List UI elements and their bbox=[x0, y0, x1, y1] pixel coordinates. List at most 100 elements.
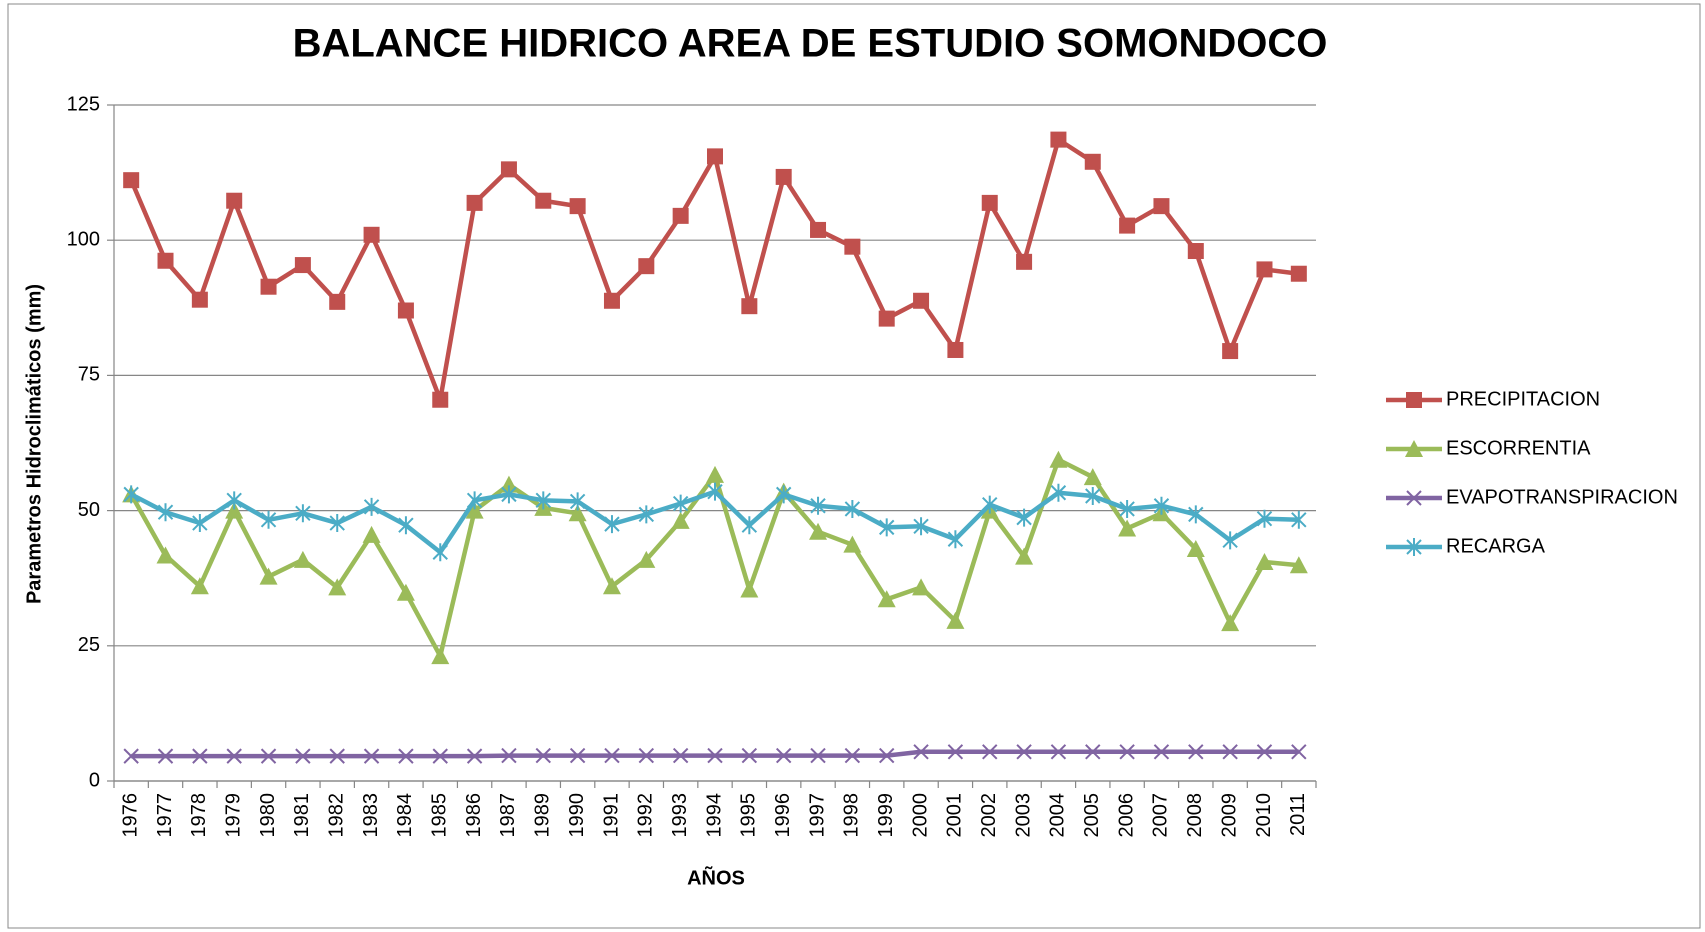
x-tick-label: 1986 bbox=[463, 793, 485, 838]
data-point bbox=[947, 744, 964, 760]
data-point bbox=[1153, 496, 1170, 515]
data-point bbox=[1050, 483, 1067, 502]
data-point bbox=[1255, 552, 1274, 570]
x-tick-label: 1981 bbox=[291, 793, 313, 838]
data-point bbox=[157, 748, 174, 764]
data-point bbox=[157, 252, 174, 269]
x-tick-label: 1991 bbox=[600, 793, 622, 838]
data-point bbox=[432, 543, 448, 562]
data-point bbox=[1050, 131, 1067, 148]
data-point bbox=[363, 748, 380, 764]
data-point bbox=[190, 577, 209, 595]
legend-marker bbox=[1405, 440, 1423, 457]
x-axis-label: AÑOS bbox=[687, 866, 745, 889]
data-point bbox=[775, 485, 792, 504]
data-point bbox=[329, 748, 345, 764]
data-point bbox=[843, 535, 862, 553]
x-tick-label: 1978 bbox=[188, 793, 210, 838]
data-point bbox=[1256, 744, 1273, 760]
x-tick-label: 1997 bbox=[806, 793, 828, 838]
data-point bbox=[982, 744, 998, 760]
data-point bbox=[672, 747, 689, 764]
data-point bbox=[1153, 198, 1170, 215]
x-tick-label: 1976 bbox=[119, 793, 141, 838]
data-point bbox=[397, 302, 414, 319]
data-point bbox=[1222, 744, 1238, 760]
data-point bbox=[913, 744, 929, 760]
data-point bbox=[810, 496, 826, 515]
data-point bbox=[535, 491, 551, 510]
data-point bbox=[398, 516, 414, 535]
data-point bbox=[810, 221, 827, 238]
x-tick-label: 1996 bbox=[772, 793, 794, 838]
chart-title: BALANCE HIDRICO AREA DE ESTUDIO SOMONDOC… bbox=[293, 22, 1328, 66]
data-point bbox=[1188, 744, 1204, 760]
data-point bbox=[465, 501, 484, 519]
data-point bbox=[1119, 744, 1135, 760]
data-point bbox=[1222, 531, 1238, 550]
data-point bbox=[1016, 253, 1033, 270]
data-point bbox=[981, 194, 998, 211]
data-point bbox=[362, 525, 381, 543]
data-point bbox=[1256, 261, 1273, 278]
data-point bbox=[1085, 486, 1101, 505]
legend-label: ESCORRENTIA bbox=[1446, 437, 1591, 459]
data-point bbox=[809, 522, 828, 540]
data-point bbox=[1291, 744, 1307, 760]
legend-marker bbox=[1406, 538, 1422, 556]
x-tick-label: 1998 bbox=[841, 793, 863, 838]
data-point bbox=[1119, 499, 1135, 518]
data-point bbox=[638, 258, 655, 275]
x-tick-label: 2007 bbox=[1150, 793, 1172, 838]
data-point bbox=[602, 577, 621, 595]
data-point bbox=[328, 578, 347, 596]
legend-label: RECARGA bbox=[1446, 535, 1546, 557]
y-tick-label: 75 bbox=[78, 364, 100, 386]
data-point bbox=[466, 491, 483, 510]
x-tick-label: 1987 bbox=[497, 793, 519, 838]
x-tick-label: 2006 bbox=[1115, 793, 1137, 838]
data-point bbox=[707, 482, 723, 501]
data-point bbox=[1188, 505, 1204, 524]
x-tick-label: 2008 bbox=[1184, 793, 1206, 838]
x-tick-label: 1980 bbox=[257, 793, 279, 838]
data-point bbox=[604, 515, 620, 534]
data-point bbox=[1118, 519, 1137, 537]
data-point bbox=[1083, 468, 1102, 486]
data-point bbox=[260, 748, 277, 764]
data-point bbox=[844, 499, 861, 518]
data-point bbox=[982, 495, 998, 514]
data-point bbox=[535, 747, 551, 764]
x-tick-label: 1993 bbox=[669, 793, 691, 838]
x-tick-label: 1989 bbox=[532, 793, 554, 838]
data-point bbox=[499, 475, 518, 493]
data-point bbox=[913, 292, 930, 309]
x-tick-label: 1992 bbox=[635, 793, 657, 838]
y-axis-label: Parametros Hidroclimáticos (mm) bbox=[23, 284, 45, 604]
data-point bbox=[707, 747, 723, 764]
x-tick-label: 1977 bbox=[154, 793, 176, 838]
x-tick-label: 2002 bbox=[978, 793, 1000, 838]
data-point bbox=[123, 172, 140, 189]
data-point bbox=[741, 298, 758, 315]
data-point bbox=[363, 497, 380, 516]
data-point bbox=[157, 503, 174, 522]
data-point bbox=[123, 485, 139, 504]
data-point bbox=[947, 530, 964, 549]
data-point bbox=[1016, 508, 1032, 527]
data-point bbox=[740, 580, 759, 598]
data-point bbox=[294, 257, 311, 274]
data-point bbox=[192, 514, 208, 533]
data-point bbox=[225, 501, 244, 519]
legend-marker bbox=[1406, 392, 1422, 408]
data-point bbox=[398, 748, 414, 764]
y-tick-label: 25 bbox=[78, 634, 100, 656]
x-tick-label: 2004 bbox=[1047, 793, 1069, 838]
data-point bbox=[1221, 614, 1240, 632]
data-point bbox=[604, 747, 620, 764]
data-point bbox=[156, 546, 175, 564]
data-point bbox=[672, 207, 689, 224]
data-point bbox=[1119, 217, 1136, 234]
data-point bbox=[844, 747, 861, 764]
data-point bbox=[1186, 539, 1205, 557]
